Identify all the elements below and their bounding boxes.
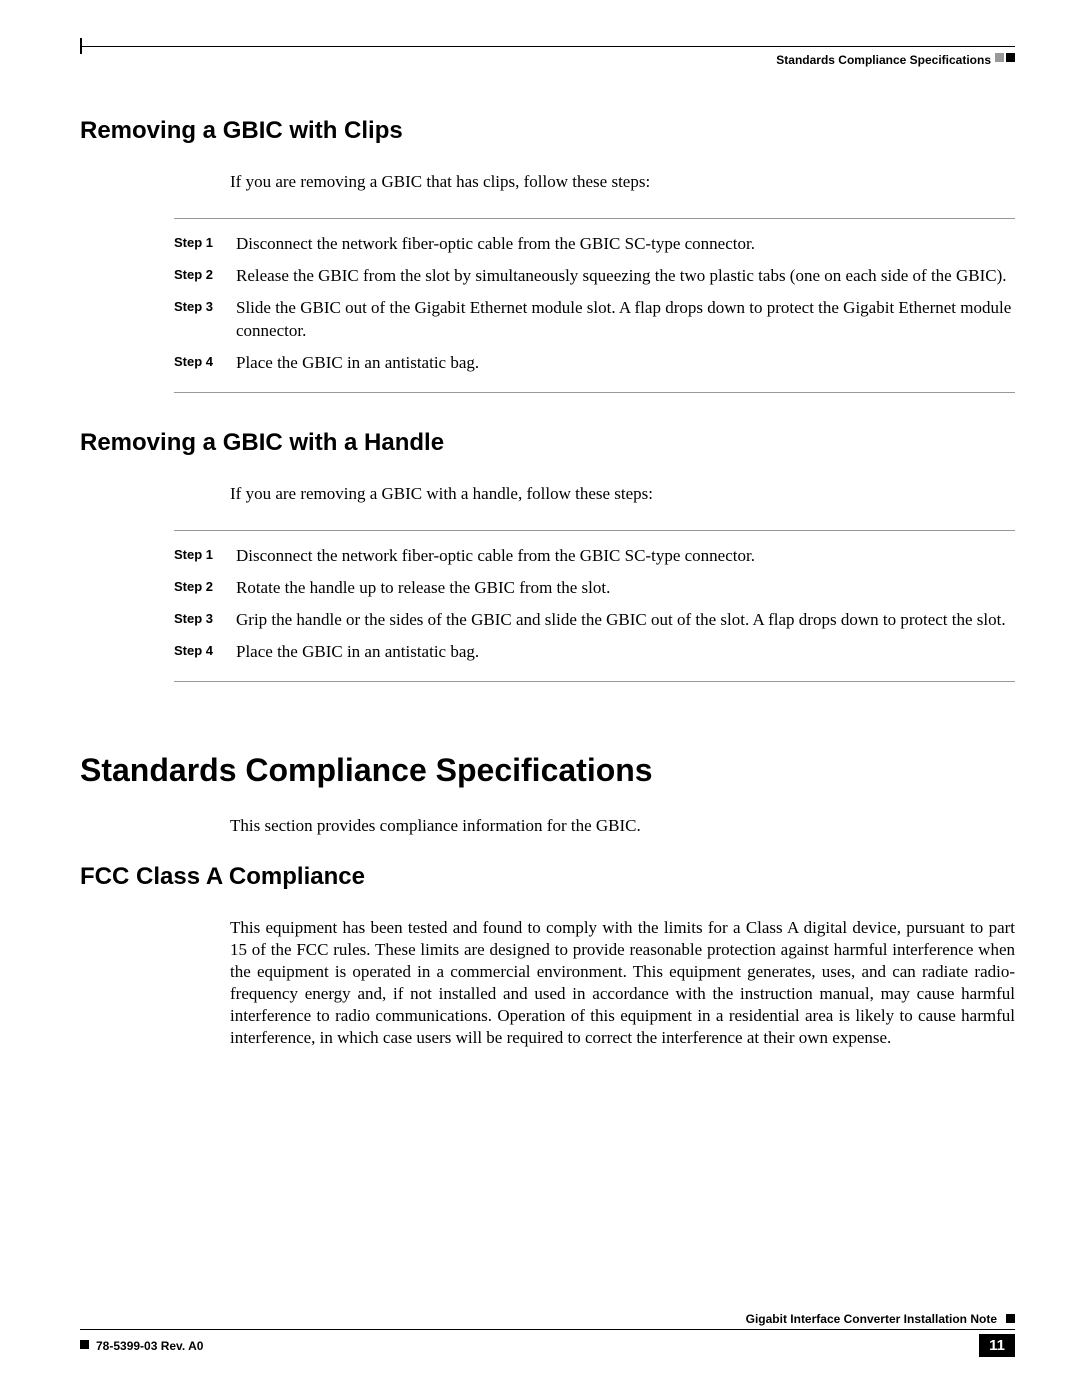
header-rule [80,46,1015,47]
square-icon [995,53,1004,62]
section-heading-fcc: FCC Class A Compliance [80,863,1015,891]
header-region: Standards Compliance Specifications [80,46,1015,67]
running-title-text: Standards Compliance Specifications [776,53,991,67]
footer-revision-text: 78-5399-03 Rev. A0 [96,1339,203,1353]
footer-region: Gigabit Interface Converter Installation… [80,1312,1015,1357]
step-row: Step 2 Rotate the handle up to release t… [174,577,1015,599]
footer-rule [80,1329,1015,1330]
step-label: Step 2 [174,265,218,287]
step-label: Step 4 [174,641,218,663]
step-text: Place the GBIC in an antistatic bag. [236,641,1015,663]
step-label: Step 1 [174,233,218,255]
footer-doc-title-text: Gigabit Interface Converter Installation… [746,1312,997,1326]
square-icon [80,1340,89,1349]
crop-mark-icon [80,38,82,54]
step-row: Step 4 Place the GBIC in an antistatic b… [174,352,1015,374]
steps-list: Step 1 Disconnect the network fiber-opti… [174,218,1015,392]
page-number: 11 [979,1334,1015,1357]
section-intro: If you are removing a GBIC that has clip… [230,171,1015,192]
step-text: Disconnect the network fiber-optic cable… [236,233,1015,255]
step-row: Step 1 Disconnect the network fiber-opti… [174,233,1015,255]
step-text: Release the GBIC from the slot by simult… [236,265,1015,287]
body-paragraph: This equipment has been tested and found… [230,917,1015,1050]
footer-doc-title: Gigabit Interface Converter Installation… [80,1312,1015,1326]
step-row: Step 3 Grip the handle or the sides of t… [174,609,1015,631]
step-row: Step 4 Place the GBIC in an antistatic b… [174,641,1015,663]
step-label: Step 4 [174,352,218,374]
section-heading-handle: Removing a GBIC with a Handle [80,429,1015,457]
step-text: Slide the GBIC out of the Gigabit Ethern… [236,297,1015,341]
step-text: Disconnect the network fiber-optic cable… [236,545,1015,567]
step-label: Step 3 [174,297,218,341]
header-squares-icon [995,53,1015,62]
step-text: Rotate the handle up to release the GBIC… [236,577,1015,599]
step-text: Grip the handle or the sides of the GBIC… [236,609,1015,631]
steps-list: Step 1 Disconnect the network fiber-opti… [174,530,1015,682]
step-row: Step 3 Slide the GBIC out of the Gigabit… [174,297,1015,341]
square-icon [1006,1314,1015,1323]
section-heading-standards: Standards Compliance Specifications [80,752,1015,789]
step-label: Step 3 [174,609,218,631]
page-content: Removing a GBIC with Clips If you are re… [80,117,1015,1049]
section-intro: If you are removing a GBIC with a handle… [230,483,1015,504]
step-label: Step 2 [174,577,218,599]
section-heading-clips: Removing a GBIC with Clips [80,117,1015,145]
footer-revision: 78-5399-03 Rev. A0 [80,1339,203,1353]
step-row: Step 1 Disconnect the network fiber-opti… [174,545,1015,567]
footer-bottom-row: 78-5399-03 Rev. A0 11 [80,1334,1015,1357]
step-row: Step 2 Release the GBIC from the slot by… [174,265,1015,287]
square-icon [1006,53,1015,62]
step-label: Step 1 [174,545,218,567]
running-header: Standards Compliance Specifications [80,53,1015,67]
step-text: Place the GBIC in an antistatic bag. [236,352,1015,374]
section-intro: This section provides compliance informa… [230,815,1015,836]
